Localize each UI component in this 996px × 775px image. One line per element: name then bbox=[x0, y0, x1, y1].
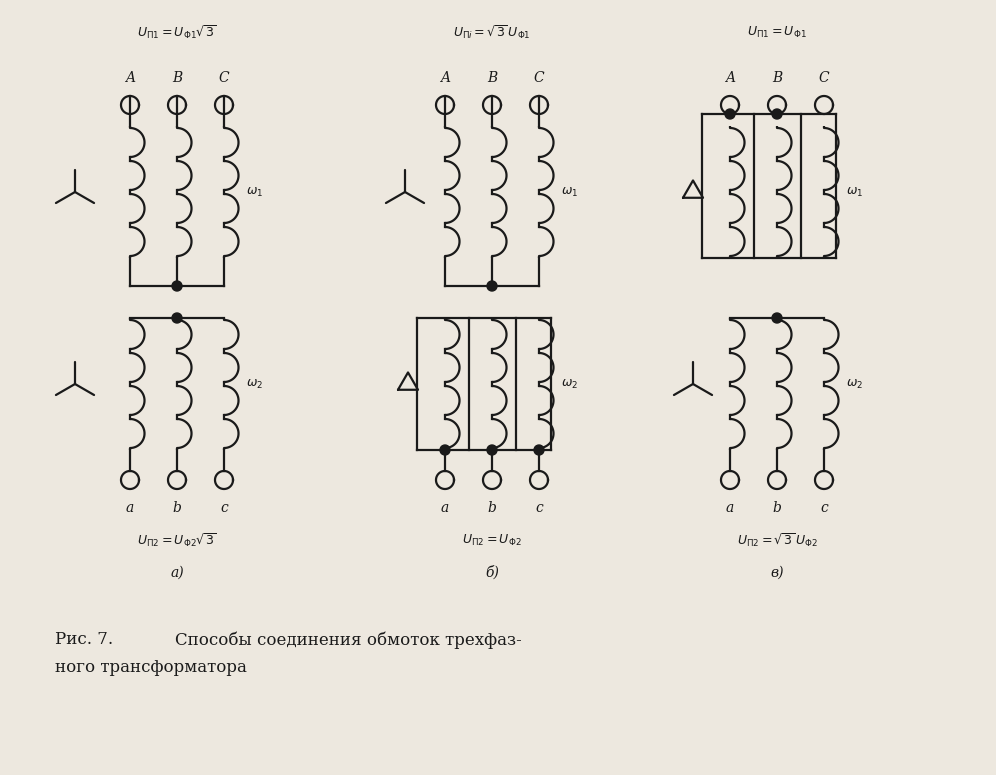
Text: $\mathit{\omega}_1$: $\mathit{\omega}_1$ bbox=[561, 185, 579, 198]
Circle shape bbox=[487, 445, 497, 455]
Text: C: C bbox=[219, 71, 229, 85]
Text: C: C bbox=[819, 71, 830, 85]
Text: $U_{\mathit{\Pi}2}=U_{\mathit{\Phi}2}\sqrt{3}$: $U_{\mathit{\Pi}2}=U_{\mathit{\Phi}2}\sq… bbox=[137, 531, 217, 549]
Circle shape bbox=[772, 109, 782, 119]
Text: B: B bbox=[487, 71, 497, 85]
Text: $\mathit{\omega}_2$: $\mathit{\omega}_2$ bbox=[561, 377, 578, 391]
Text: $U_{\mathit{\Pi}2}=\sqrt{3}\,U_{\mathit{\Phi}2}$: $U_{\mathit{\Pi}2}=\sqrt{3}\,U_{\mathit{… bbox=[737, 531, 818, 549]
Text: б): б) bbox=[485, 566, 499, 580]
Text: B: B bbox=[772, 71, 782, 85]
Text: a: a bbox=[726, 501, 734, 515]
Text: c: c bbox=[220, 501, 228, 515]
Circle shape bbox=[172, 281, 182, 291]
Text: $\mathit{\omega}_2$: $\mathit{\omega}_2$ bbox=[246, 377, 263, 391]
Text: $\mathit{\omega}_1$: $\mathit{\omega}_1$ bbox=[246, 185, 263, 198]
Text: b: b bbox=[488, 501, 496, 515]
Circle shape bbox=[725, 109, 735, 119]
Circle shape bbox=[172, 313, 182, 323]
Text: a: a bbox=[441, 501, 449, 515]
Text: b: b bbox=[172, 501, 181, 515]
Text: c: c bbox=[535, 501, 543, 515]
Text: $\mathit{\omega}_2$: $\mathit{\omega}_2$ bbox=[846, 377, 864, 391]
Circle shape bbox=[772, 313, 782, 323]
Text: Рис. 7.: Рис. 7. bbox=[55, 632, 114, 649]
Text: $U_{\mathit{\Pi}i}=\sqrt{3}\,U_{\mathit{\Phi}1}$: $U_{\mathit{\Pi}i}=\sqrt{3}\,U_{\mathit{… bbox=[453, 23, 531, 41]
Text: $U_{\mathit{\Pi}2}=U_{\mathit{\Phi}2}$: $U_{\mathit{\Pi}2}=U_{\mathit{\Phi}2}$ bbox=[462, 532, 522, 548]
Text: a: a bbox=[125, 501, 134, 515]
Circle shape bbox=[534, 445, 544, 455]
Text: а): а) bbox=[170, 566, 184, 580]
Circle shape bbox=[440, 445, 450, 455]
Text: A: A bbox=[125, 71, 135, 85]
Text: c: c bbox=[820, 501, 828, 515]
Text: Способы соединения обмоток трехфаз-: Способы соединения обмоток трехфаз- bbox=[175, 632, 522, 649]
Text: ного трансформатора: ного трансформатора bbox=[55, 660, 247, 677]
Circle shape bbox=[487, 281, 497, 291]
Text: $U_{\mathit{\Pi}1}=U_{\mathit{\Phi}1}\sqrt{3}$: $U_{\mathit{\Pi}1}=U_{\mathit{\Phi}1}\sq… bbox=[137, 23, 217, 41]
Text: в): в) bbox=[770, 566, 784, 580]
Text: A: A bbox=[725, 71, 735, 85]
Text: C: C bbox=[534, 71, 544, 85]
Text: B: B bbox=[172, 71, 182, 85]
Text: $U_{\mathit{\Pi}1}=U_{\mathit{\Phi}1}$: $U_{\mathit{\Pi}1}=U_{\mathit{\Phi}1}$ bbox=[747, 25, 807, 40]
Text: $\mathit{\omega}_1$: $\mathit{\omega}_1$ bbox=[846, 185, 864, 198]
Text: b: b bbox=[773, 501, 782, 515]
Text: A: A bbox=[440, 71, 450, 85]
